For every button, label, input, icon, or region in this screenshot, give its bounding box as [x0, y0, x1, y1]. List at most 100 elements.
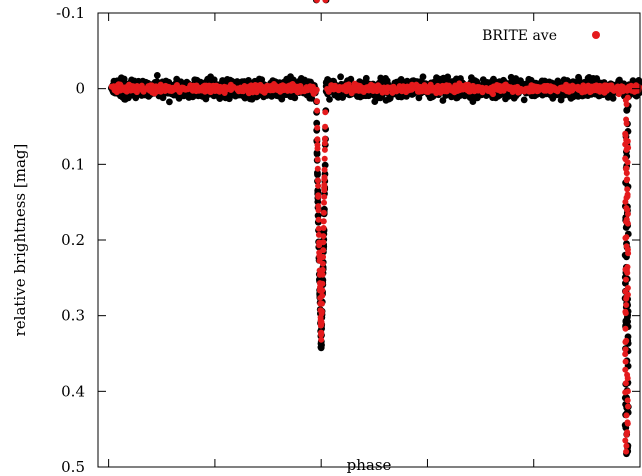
- data-point: [622, 266, 629, 273]
- data-point: [318, 329, 325, 336]
- data-point: [624, 138, 631, 145]
- data-point: [315, 231, 322, 238]
- data-point: [321, 166, 328, 173]
- data-point: [622, 288, 629, 295]
- data-point: [120, 86, 127, 93]
- data-point: [624, 397, 631, 404]
- data-point: [314, 124, 321, 131]
- data-point: [624, 186, 631, 193]
- x-tick-label: 0.8: [522, 473, 546, 476]
- data-point: [623, 177, 630, 184]
- data-point: [314, 98, 320, 105]
- data-point: [622, 132, 629, 139]
- data-point: [623, 442, 630, 449]
- data-point: [419, 73, 427, 81]
- data-point: [624, 246, 631, 253]
- data-point: [320, 209, 327, 216]
- data-point: [623, 106, 631, 114]
- data-point: [609, 95, 617, 102]
- data-point: [315, 225, 322, 232]
- y-tick-label: 0.5: [61, 458, 85, 476]
- data-point: [406, 86, 413, 93]
- data-point: [481, 86, 488, 93]
- data-point: [599, 88, 606, 95]
- data-point: [321, 176, 328, 183]
- data-point: [573, 84, 580, 91]
- legend-label-brite-ave: BRITE ave: [482, 28, 557, 44]
- data-point: [291, 94, 299, 102]
- data-point: [345, 81, 352, 88]
- y-tick-label: 0.3: [61, 307, 85, 325]
- data-point: [315, 193, 322, 200]
- data-point: [623, 120, 630, 127]
- data-point: [320, 218, 327, 225]
- data-point: [520, 96, 528, 104]
- data-point: [320, 233, 327, 240]
- data-point: [318, 319, 325, 326]
- data-point: [625, 403, 631, 410]
- data-point: [622, 308, 629, 315]
- data-point: [585, 85, 592, 92]
- data-point: [158, 93, 166, 100]
- data-point: [321, 155, 328, 162]
- data-point: [429, 87, 436, 94]
- data-point: [322, 123, 329, 130]
- data-point: [554, 77, 562, 85]
- data-point: [622, 437, 629, 444]
- data-point: [141, 86, 148, 93]
- data-point: [320, 254, 326, 260]
- data-point: [328, 82, 335, 89]
- data-point: [337, 73, 344, 81]
- data-point: [426, 94, 434, 102]
- data-point: [321, 140, 328, 147]
- data-point: [475, 87, 482, 94]
- data-point: [549, 84, 556, 91]
- data-point: [166, 98, 173, 106]
- data-point: [313, 0, 320, 3]
- data-point: [319, 287, 326, 294]
- data-point: [529, 88, 536, 95]
- data-point: [622, 317, 630, 325]
- data-point: [370, 88, 377, 94]
- data-point: [321, 146, 328, 153]
- data-point: [326, 96, 333, 103]
- data-point: [451, 89, 458, 96]
- data-point: [261, 86, 268, 93]
- data-point: [398, 86, 405, 93]
- data-point: [314, 165, 321, 172]
- data-point: [149, 87, 156, 94]
- data-point: [245, 77, 252, 84]
- data-point: [320, 225, 327, 231]
- data-point: [320, 247, 327, 254]
- data-point: [557, 85, 564, 92]
- data-point: [317, 344, 325, 352]
- data-point: [185, 86, 191, 93]
- legend: BRITE ave: [482, 28, 600, 44]
- x-tick-label: 0.4: [309, 473, 333, 476]
- x-tick-label: 1: [635, 473, 642, 476]
- data-point: [319, 260, 326, 267]
- data-point: [623, 302, 630, 308]
- data-point: [623, 337, 630, 344]
- data-point: [313, 119, 321, 127]
- data-point: [629, 85, 635, 92]
- data-point: [314, 107, 321, 114]
- data-point: [162, 82, 169, 89]
- y-tick-label: 0: [75, 80, 85, 98]
- y-tick-label: 0.4: [61, 382, 85, 400]
- data-point: [294, 83, 301, 90]
- data-point: [623, 87, 630, 94]
- data-point: [216, 94, 223, 101]
- data-point: [343, 88, 350, 95]
- data-point: [314, 145, 321, 152]
- data-point: [321, 184, 328, 191]
- data-point: [622, 155, 629, 162]
- data-point: [319, 300, 325, 307]
- y-axis-title: relative brightness [mag]: [11, 144, 29, 337]
- data-point: [319, 266, 326, 273]
- data-point: [318, 336, 325, 343]
- data-point: [318, 308, 325, 315]
- data-point: [479, 76, 487, 83]
- data-point: [514, 83, 521, 90]
- data-point: [623, 234, 630, 241]
